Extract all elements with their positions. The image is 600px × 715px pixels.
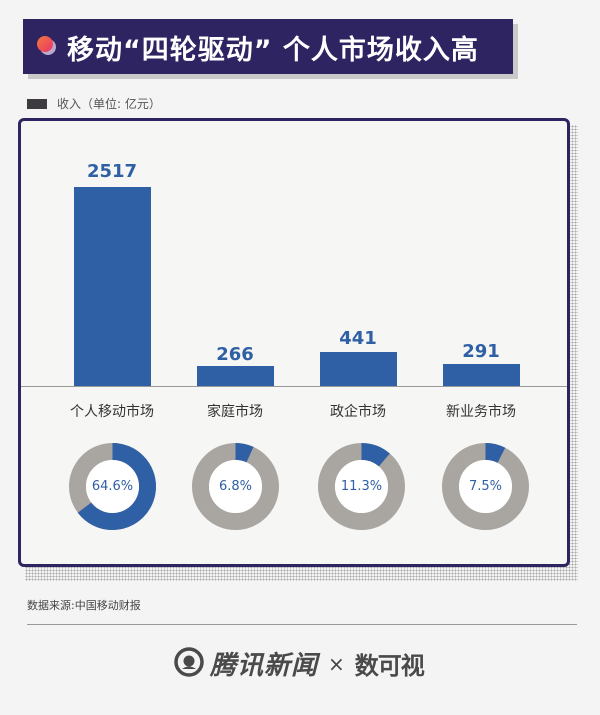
brand-separator: × — [328, 651, 345, 676]
donut-household: 6.8% — [191, 442, 280, 531]
bar-value: 291 — [462, 341, 500, 362]
donut-government-enterprise: 11.3% — [317, 442, 406, 531]
tencent-news-logo-icon — [174, 646, 204, 681]
bar-value: 441 — [339, 328, 377, 349]
category-label: 个人移动市场 — [70, 404, 154, 420]
divider — [27, 624, 577, 625]
legend: 收入（单位: 亿元） — [27, 95, 161, 112]
brand-tencent-news: 腾讯新闻 — [210, 651, 319, 681]
x-axis-line — [21, 386, 567, 387]
bar-value: 266 — [216, 344, 254, 365]
donut-percent: 6.8% — [218, 479, 253, 494]
legend-swatch — [27, 98, 47, 109]
brand-shukeshi: 数可视 — [354, 652, 425, 680]
donut-personal-mobile: 64.6% — [68, 442, 157, 531]
donut-new-business: 7.5% — [441, 442, 530, 531]
bar-personal-mobile — [74, 187, 151, 386]
chart-panel: 2517 266 441 291 个人移动市场 家庭市场 政企市场 新业务市场 … — [18, 118, 570, 567]
bullet-dot-icon — [37, 36, 57, 56]
bar-government-enterprise — [320, 352, 397, 386]
donut-percent: 7.5% — [468, 479, 503, 494]
category-label: 家庭市场 — [207, 404, 263, 420]
bar-household — [197, 366, 274, 386]
donut-percent: 64.6% — [91, 479, 134, 494]
chart-title: 移动“四轮驱动” 个人市场收入高 — [67, 35, 479, 66]
title-banner: 移动“四轮驱动” 个人市场收入高 — [23, 19, 513, 74]
bar-value: 2517 — [86, 161, 138, 182]
category-label: 新业务市场 — [446, 404, 516, 420]
legend-label: 收入（单位: 亿元） — [57, 97, 161, 111]
category-label: 政企市场 — [330, 404, 386, 420]
bar-new-business — [443, 364, 520, 386]
data-source: 数据来源:中国移动财报 — [27, 599, 141, 612]
donut-percent: 11.3% — [340, 479, 383, 494]
footer-logos: 腾讯新闻 × 数可视 — [174, 645, 425, 682]
